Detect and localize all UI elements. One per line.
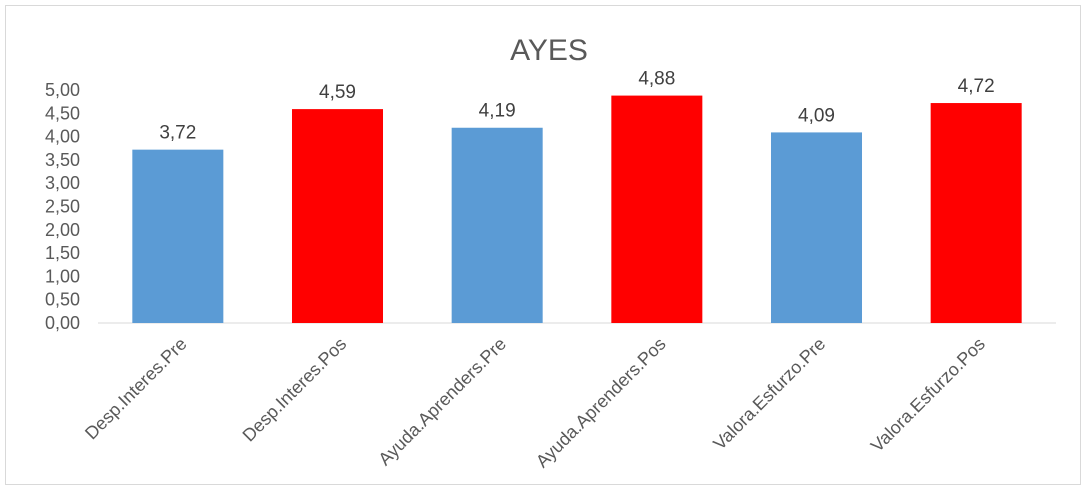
y-tick-label: 5,00 [45,80,80,100]
y-tick-label: 0,00 [45,313,80,333]
x-tick-label: Ayuda.Aprenders.Pre [374,334,510,470]
x-tick-label: Valora.Esfurzo.Pos [867,334,989,456]
y-tick-label: 2,50 [45,197,80,217]
bars [132,95,1022,323]
data-label: 4,59 [319,82,356,103]
y-axis: 0,00 0,50 1,00 1,50 2,00 2,50 3,00 3,50 4,00 4,50… [45,80,80,333]
y-tick-label: 3,00 [45,173,80,193]
chart-area: AYES 0,00 0,50 1,00 1,50 2,00 2,50 3,00 3,50 4,0… [5,5,1081,485]
y-tick-label: 1,50 [45,243,80,263]
x-tick-label: Desp.Interes.Pos [239,334,351,446]
bar [451,127,543,323]
y-tick-label: 2,00 [45,220,80,240]
bar [611,95,703,323]
y-tick-label: 3,50 [45,150,80,170]
x-tick-label: Desp.Interes.Pre [81,334,191,444]
bar [930,103,1022,323]
data-label: 3,72 [159,123,196,144]
chart-title: AYES [510,34,588,67]
y-tick-label: 4,50 [45,103,80,123]
x-tick-label: Valora.Esfurzo.Pre [709,334,829,454]
x-tick-label: Ayuda.Aprenders.Pos [532,334,670,472]
y-tick-label: 0,50 [45,290,80,310]
bar [770,132,863,323]
data-labels: 3,72 4,59 4,19 4,88 4,09 4,72 [159,69,994,144]
y-tick-label: 1,00 [45,266,80,286]
data-label: 4,09 [798,105,835,126]
x-axis: Desp.Interes.Pre Desp.Interes.Pos Ayuda.Ap… [81,334,989,472]
data-label: 4,72 [958,76,995,97]
data-label: 4,88 [638,69,675,90]
bar [132,149,224,323]
bar [291,109,384,323]
bar-chart: AYES 0,00 0,50 1,00 1,50 2,00 2,50 3,00 3,50 4,0… [45,34,1056,472]
y-tick-label: 4,00 [45,127,80,147]
data-label: 4,19 [479,101,516,122]
